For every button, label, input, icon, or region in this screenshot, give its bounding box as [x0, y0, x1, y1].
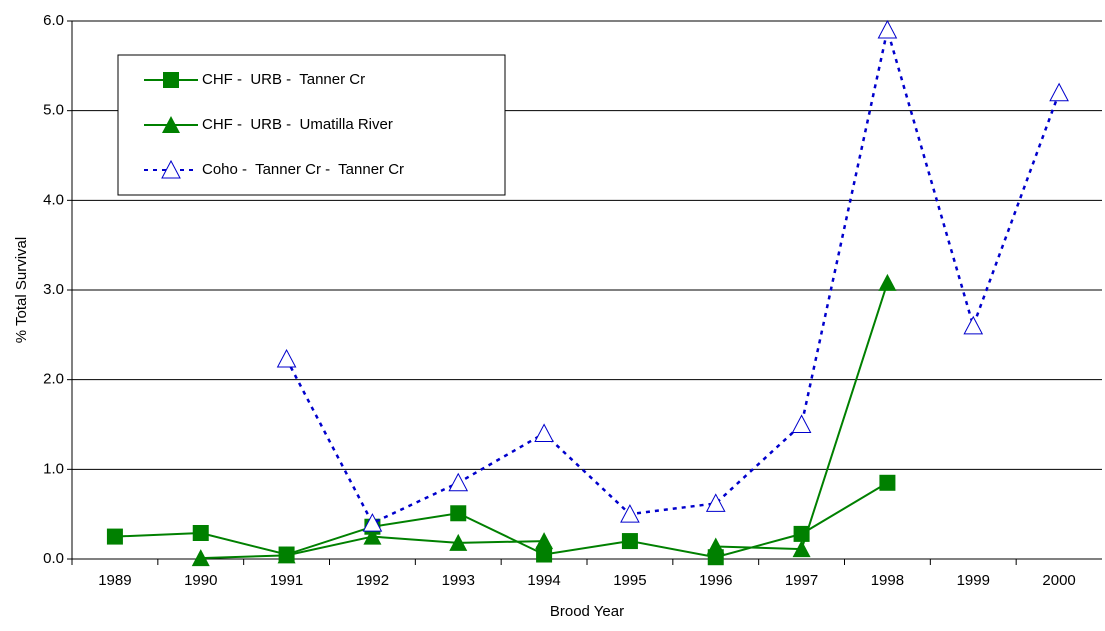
marker — [706, 537, 725, 555]
marker — [621, 533, 638, 550]
marker — [879, 474, 896, 491]
x-tick-label: 1997 — [785, 572, 818, 589]
marker — [363, 527, 382, 545]
y-tick-label: 0.0 — [43, 550, 64, 567]
x-tick-label: 1999 — [957, 572, 990, 589]
x-axis-label: Brood Year — [550, 603, 624, 620]
x-tick-label: 1990 — [184, 572, 217, 589]
marker — [791, 414, 812, 433]
marker — [534, 423, 554, 442]
marker — [535, 532, 554, 550]
marker — [276, 348, 297, 368]
marker — [448, 472, 469, 492]
y-tick-label: 1.0 — [43, 460, 64, 477]
marker — [1049, 82, 1069, 102]
x-tick-label: 1994 — [527, 572, 560, 589]
series-line — [114, 481, 888, 559]
x-tick-label: 1995 — [613, 572, 646, 589]
marker — [162, 116, 180, 133]
marker — [191, 549, 210, 567]
marker — [192, 524, 209, 541]
x-tick-label: 1993 — [442, 572, 475, 589]
y-tick-label: 5.0 — [43, 102, 64, 119]
x-tick-label: 1991 — [270, 572, 303, 589]
x-tick-label: 2000 — [1042, 572, 1075, 589]
y-tick-label: 2.0 — [43, 371, 64, 388]
legend-label: CHF - URB - Umatilla River — [202, 116, 393, 133]
marker — [362, 513, 383, 532]
marker — [161, 159, 181, 179]
x-tick-label: 1989 — [98, 572, 131, 589]
marker — [163, 72, 179, 88]
marker — [878, 273, 897, 291]
marker — [963, 315, 984, 335]
y-tick-label: 4.0 — [43, 191, 64, 208]
y-tick-label: 6.0 — [43, 12, 64, 29]
x-tick-label: 1996 — [699, 572, 732, 589]
marker — [536, 546, 553, 563]
marker — [705, 493, 726, 512]
marker — [106, 528, 123, 545]
marker — [277, 546, 296, 564]
marker — [620, 504, 640, 523]
legend-label: Coho - Tanner Cr - Tanner Cr — [202, 161, 404, 178]
marker — [450, 505, 467, 522]
marker — [877, 19, 898, 39]
y-tick-label: 3.0 — [43, 281, 64, 298]
x-tick-label: 1992 — [356, 572, 389, 589]
series-line — [285, 29, 1061, 525]
marker — [792, 540, 811, 558]
marker — [449, 533, 468, 551]
x-tick-label: 1998 — [871, 572, 904, 589]
y-axis-label: % Total Survival — [13, 237, 30, 343]
legend-label: CHF - URB - Tanner Cr — [202, 71, 365, 88]
